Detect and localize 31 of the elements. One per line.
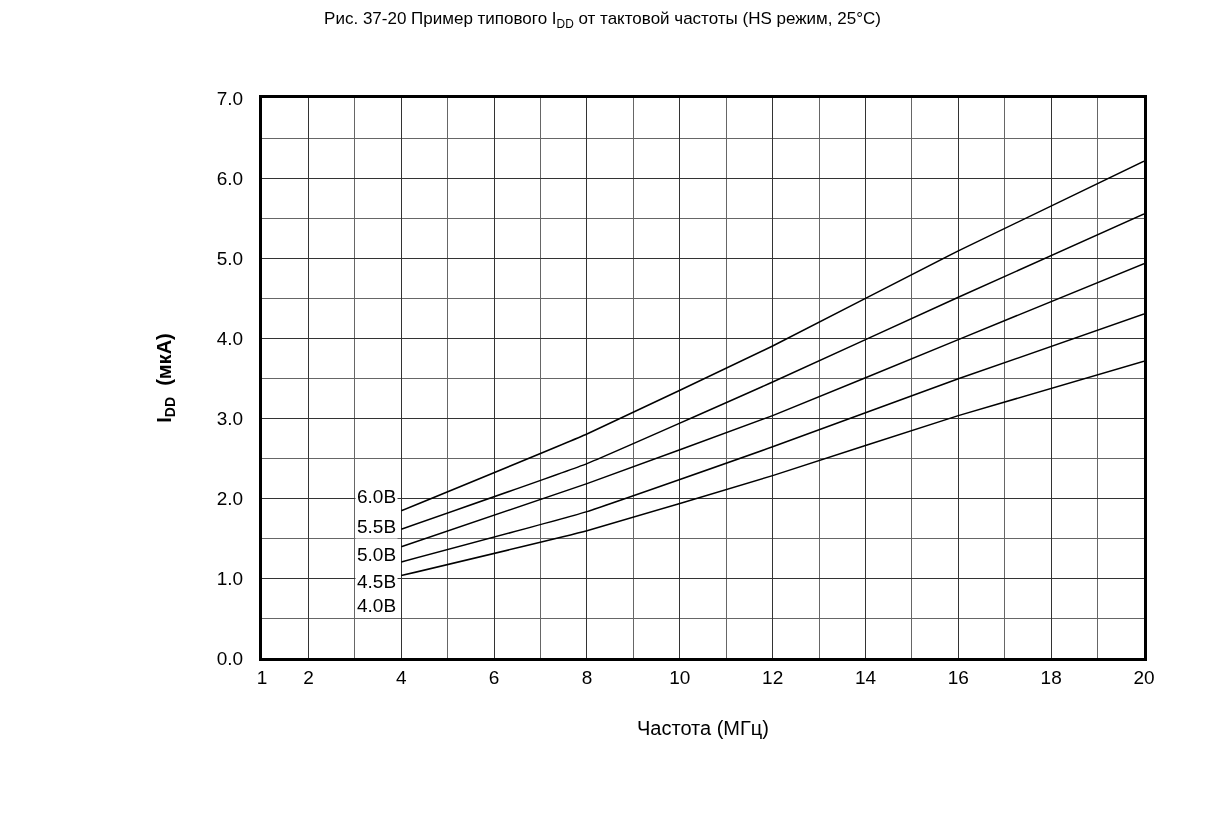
y-tick-label: 0.0 <box>216 647 244 669</box>
x-tick-label: 14 <box>854 666 877 688</box>
line-series <box>400 313 1144 563</box>
series-label: 4.0B <box>357 595 397 616</box>
y-tick-label: 2.0 <box>216 487 244 509</box>
x-tick-label: 2 <box>303 666 314 688</box>
line-series <box>400 213 1144 530</box>
x-tick-label: 6 <box>488 666 500 688</box>
line-series <box>400 360 1144 577</box>
x-tick-label: 1 <box>256 666 268 688</box>
x-axis-title: Частота (МГц) <box>637 717 769 740</box>
series-label: 5.0B <box>357 544 397 565</box>
y-tick-label: 4.0 <box>216 327 244 349</box>
series-label: 5.5B <box>357 516 397 537</box>
x-tick-label: 8 <box>581 666 593 688</box>
y-tick-label: 1.0 <box>216 567 244 589</box>
series-label: 6.0B <box>357 486 397 507</box>
chart-title: Рис. 37-20 Пример типового I$_{DD}$ от тактовой частоты (HS режим, 25°C) <box>324 9 881 31</box>
x-tick-label: 20 <box>1133 666 1155 688</box>
series-label: 4.5B <box>357 571 397 592</box>
x-tick-label: 12 <box>762 666 784 688</box>
y-tick-label: 7.0 <box>216 87 244 109</box>
x-tick-label: 10 <box>669 666 691 688</box>
x-tick-label: 16 <box>947 666 969 688</box>
line-series <box>400 262 1144 548</box>
x-tick-label: 4 <box>395 666 407 688</box>
line-series <box>400 160 1144 512</box>
x-tick-label: 18 <box>1040 666 1062 688</box>
y-tick-label: 3.0 <box>216 407 244 429</box>
y-tick-label: 5.0 <box>216 247 244 269</box>
y-tick-label: 6.0 <box>216 167 244 189</box>
